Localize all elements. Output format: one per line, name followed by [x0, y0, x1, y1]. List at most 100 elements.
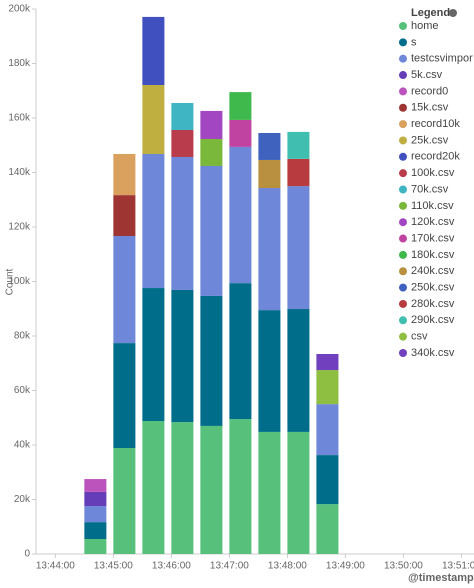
y-tick-label: 80k — [14, 331, 31, 342]
bar-segment — [113, 343, 136, 448]
bar-segment — [316, 455, 339, 505]
bar-segment — [113, 447, 136, 554]
bar-segment — [200, 425, 223, 554]
legend-item[interactable]: testcsvimpor — [411, 53, 473, 65]
legend-swatch — [399, 38, 407, 47]
bar-segment — [84, 506, 107, 523]
bar-segment — [84, 539, 107, 554]
bar-segment — [171, 129, 194, 157]
bar-segment — [171, 289, 194, 423]
bar-segment — [258, 132, 281, 160]
bar-segment — [200, 165, 223, 296]
legend-item[interactable]: 110k.csv — [411, 200, 454, 212]
bar-segment — [229, 119, 252, 147]
legend-item[interactable]: record0 — [411, 85, 448, 97]
bar-segment — [229, 92, 252, 120]
y-tick-label: 0 — [24, 549, 30, 560]
x-tick-label: 13:50:00 — [384, 561, 423, 572]
bar-segment — [171, 156, 194, 290]
legend-item[interactable]: 290k.csv — [411, 314, 455, 326]
x-tick-label: 13:47:00 — [210, 561, 249, 572]
legend-item[interactable]: 100k.csv — [411, 167, 455, 179]
bar-segment — [200, 138, 223, 166]
legend-swatch — [399, 54, 407, 63]
legend-item[interactable]: s — [411, 36, 417, 48]
bar-segment — [113, 153, 136, 196]
legend-swatch — [399, 152, 407, 161]
y-tick-label: 140k — [8, 167, 31, 178]
y-tick-label: 20k — [14, 494, 31, 505]
legend-item[interactable]: home — [411, 20, 439, 32]
x-tick-label: 13:51:00 — [442, 561, 474, 572]
legend-item[interactable]: record10k — [411, 118, 460, 130]
legend-swatch — [399, 332, 407, 341]
bar-segment — [200, 110, 223, 139]
legend-item[interactable]: csv — [411, 331, 428, 343]
legend-item[interactable]: 5k.csv — [411, 69, 443, 81]
bar-segment — [142, 85, 165, 154]
bar-segment — [316, 353, 339, 371]
bar-segment — [287, 431, 310, 554]
legend-swatch — [399, 349, 407, 357]
y-tick-label: 120k — [8, 222, 31, 233]
y-axis-label: Count — [5, 268, 16, 295]
x-tick-label: 13:46:00 — [152, 561, 191, 572]
bar-segment — [84, 491, 107, 507]
bar-segment — [287, 186, 310, 310]
legend-swatch — [399, 201, 407, 210]
bar-segment — [229, 419, 252, 554]
legend-swatch — [399, 136, 407, 145]
bar-segment — [142, 153, 165, 289]
legend-title: Legend — [411, 7, 450, 19]
y-tick-label: 40k — [14, 440, 31, 451]
bar-segment — [258, 188, 281, 311]
legend-swatch — [399, 120, 407, 129]
legend-item[interactable]: 280k.csv — [411, 298, 455, 310]
x-tick-label: 13:49:00 — [326, 561, 365, 572]
bar-segment — [171, 103, 194, 130]
legend-item[interactable]: 170k.csv — [411, 232, 455, 244]
legend-swatch — [399, 299, 407, 308]
legend-swatch — [399, 87, 407, 96]
legend-item[interactable]: 340k.csv — [411, 347, 455, 359]
y-tick-label: 60k — [14, 385, 31, 396]
y-tick-label: 160k — [8, 113, 31, 124]
y-tick-label: 180k — [8, 58, 31, 69]
x-tick-label: 13:45:00 — [94, 561, 133, 572]
legend-item[interactable]: 120k.csv — [411, 216, 455, 228]
bar-segment — [142, 16, 165, 86]
bar-segment — [287, 309, 310, 432]
legend-item[interactable]: 25k.csv — [411, 134, 449, 146]
bar-segment — [258, 431, 281, 554]
bar-segment — [142, 288, 165, 422]
legend-swatch — [399, 218, 407, 227]
bar-segment — [316, 370, 339, 405]
bar-segment — [287, 131, 310, 159]
bar-segment — [229, 146, 252, 284]
bar-segment — [258, 310, 281, 432]
y-tick-label: 100k — [8, 276, 31, 287]
legend-swatch — [399, 316, 407, 325]
bar-segment — [287, 158, 310, 187]
legend-swatch — [399, 22, 407, 30]
x-axis-label: @timestamp pe — [408, 572, 474, 584]
legend-item[interactable]: record20k — [411, 151, 460, 163]
x-tick-label: 13:44:00 — [36, 561, 75, 572]
x-tick-label: 13:48:00 — [268, 561, 307, 572]
legend-item[interactable]: 240k.csv — [411, 265, 455, 277]
legend-item[interactable]: 15k.csv — [411, 102, 449, 114]
legend-icon[interactable] — [449, 9, 457, 17]
legend-swatch — [399, 169, 407, 178]
legend-item[interactable]: 180k.csv — [411, 249, 455, 261]
bar-segment — [113, 195, 136, 236]
legend-swatch — [399, 103, 407, 112]
legend-swatch — [399, 234, 407, 243]
legend-item[interactable]: 250k.csv — [411, 282, 455, 294]
legend-item[interactable]: 70k.csv — [411, 183, 449, 195]
bar-segment — [258, 159, 281, 189]
bar-segment — [113, 235, 136, 344]
bar-segment — [229, 283, 252, 420]
legend-swatch — [399, 71, 407, 80]
legend-swatch — [399, 185, 407, 194]
